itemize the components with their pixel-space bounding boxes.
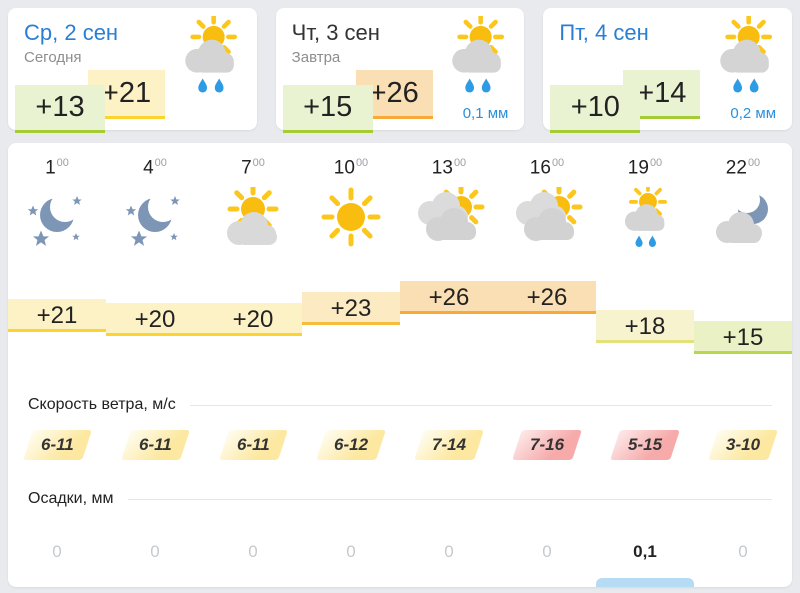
day-min-temp-badge: +10 — [550, 85, 641, 133]
mostly-cloudy-icon — [413, 187, 485, 251]
wind-speed-label: Скорость ветра, м/с — [28, 396, 176, 414]
hour-time: 2200 — [725, 157, 761, 179]
day-card-friday[interactable]: Пт, 4 сен +14 +10 0,2 мм — [543, 8, 793, 133]
precip-amount: 0,1 мм — [462, 105, 509, 122]
hour-time: 1000 — [333, 157, 369, 179]
precipitation-section: Осадки, мм — [8, 490, 792, 508]
precipitation-label: Осадки, мм — [28, 490, 114, 508]
hour-column: 1300 — [400, 157, 498, 256]
day-subtitle: Сегодня — [24, 49, 82, 66]
precip-value: 0 — [444, 542, 454, 562]
hour-time: 1600 — [529, 157, 565, 179]
day-title: Ср, 2 сен — [24, 20, 119, 45]
wind-badge: 6-11 — [22, 430, 92, 461]
temp-block: +15 — [694, 320, 792, 354]
precip-value: 0 — [738, 542, 748, 562]
precip-value: 0 — [542, 542, 552, 562]
day-title: Чт, 3 сен — [291, 20, 380, 45]
temp-block: +26 — [498, 281, 596, 315]
day-card-tomorrow[interactable]: Чт, 3 сен Завтра +26 +15 0,1 мм — [275, 8, 525, 133]
day-cards-row: Ср, 2 сен Сегодня +21 +13 Чт, 3 сен Завт… — [0, 0, 800, 133]
divider-line — [189, 404, 772, 406]
day-min-temp-badge: +15 — [282, 85, 373, 133]
divider-line — [127, 498, 772, 500]
hourly-forecast-card: 100 400 700 1000 1300 1600 1900 2200 — [8, 143, 792, 587]
precip-value: 0 — [346, 542, 356, 562]
temp-block: +21 — [8, 299, 106, 333]
wind-row: 6-11 6-11 6-11 6-12 7-14 7-16 5-15 3-10 — [8, 430, 792, 461]
hour-column: 1600 — [498, 157, 596, 256]
hour-column: 400 — [106, 157, 204, 256]
wind-badge: 7-14 — [414, 430, 484, 461]
hour-time: 700 — [241, 157, 265, 179]
mostly-cloudy-icon — [511, 187, 583, 251]
day-card-today[interactable]: Ср, 2 сен Сегодня +21 +13 — [8, 8, 257, 133]
day-title: Пт, 4 сен — [559, 20, 649, 45]
temp-block: +26 — [400, 281, 498, 315]
wind-badge: 6-11 — [218, 430, 288, 461]
hour-column: 100 — [8, 157, 106, 256]
day-min-temp-badge: +13 — [15, 85, 105, 133]
sun-icon — [315, 187, 387, 251]
hour-time: 100 — [45, 157, 69, 179]
precip-value: 0 — [52, 542, 62, 562]
clear-night-icon — [21, 187, 93, 251]
temp-block: +18 — [596, 310, 694, 344]
wind-speed-section: Скорость ветра, м/с — [8, 396, 792, 414]
sun-cloud-rain-icon — [177, 16, 243, 100]
hour-column: 700 — [204, 157, 302, 256]
temp-block: +20 — [204, 302, 302, 336]
hours-row: 100 400 700 1000 1300 1600 1900 2200 — [8, 143, 792, 256]
sun-behind-cloud-icon — [217, 187, 289, 251]
sun-cloud-rain-icon — [444, 16, 510, 100]
cloud-moon-icon — [707, 187, 779, 251]
temp-block: +23 — [302, 292, 400, 326]
precipitation-row: 0 0 0 0 0 0 0,1 0 — [8, 542, 792, 562]
wind-badge: 5-15 — [610, 430, 680, 461]
hour-column: 2200 — [694, 157, 792, 256]
day-max-temp-badge: +14 — [623, 70, 701, 119]
sun-cloud-rain-icon — [712, 16, 778, 100]
clear-night-icon — [119, 187, 191, 251]
precip-amount: 0,2 мм — [730, 105, 777, 122]
temperature-strip: +21 +20 +20 +23 +26 +26 +18 +15 — [8, 264, 792, 370]
day-subtitle: Завтра — [291, 49, 341, 66]
wind-badge: 3-10 — [708, 430, 778, 461]
precip-bar — [596, 578, 694, 587]
precip-value: 0,1 — [633, 542, 657, 562]
hour-time: 1900 — [627, 157, 663, 179]
temp-block: +20 — [106, 302, 204, 336]
hour-time: 400 — [143, 157, 167, 179]
hour-column: 1000 — [302, 157, 400, 256]
hour-column: 1900 — [596, 157, 694, 256]
precip-value: 0 — [248, 542, 258, 562]
wind-badge: 6-11 — [120, 430, 190, 461]
wind-badge: 6-12 — [316, 430, 386, 461]
sun-cloud-rain-icon — [609, 187, 681, 251]
hour-time: 1300 — [431, 157, 467, 179]
precip-value: 0 — [150, 542, 160, 562]
wind-badge: 7-16 — [512, 430, 582, 461]
